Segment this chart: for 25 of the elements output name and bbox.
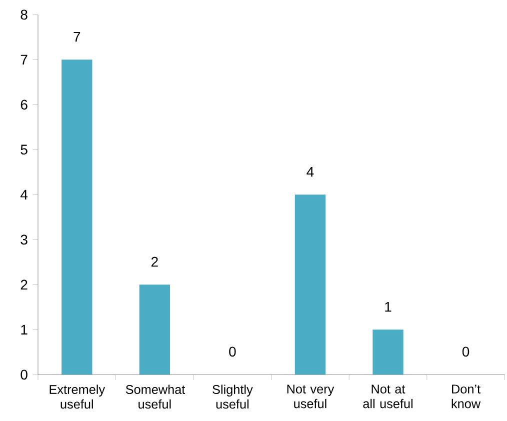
x-tick-label: Somewhat useful [126,384,186,409]
data-label: 0 [229,346,236,357]
y-tick-label: 1 [21,324,28,334]
bar [372,330,404,375]
y-tick-label: 3 [20,234,28,245]
x-tick-label: Not very useful [287,384,334,408]
y-tick-label: 4 [20,190,28,200]
data-label: 0 [462,346,470,357]
x-tick-label: Slightly useful [212,384,253,409]
y-tick-label: 8 [20,10,28,20]
y-tick-label: 5 [20,144,28,155]
bar [294,194,326,375]
y-tick-label: 0 [20,370,28,380]
data-label: 7 [74,32,80,42]
data-label: 2 [151,256,158,267]
bar [139,284,170,375]
y-tick-label: 7 [20,54,28,64]
data-label: 1 [385,302,392,312]
x-tick-label: Don’t know [452,384,481,408]
x-tick-label: Extremely useful [50,384,106,409]
y-tick-label: 2 [20,280,28,290]
bar [62,60,92,375]
x-tick-label: Not at all useful [363,384,412,408]
data-label: 4 [306,166,314,177]
y-tick-label: 6 [20,100,28,110]
